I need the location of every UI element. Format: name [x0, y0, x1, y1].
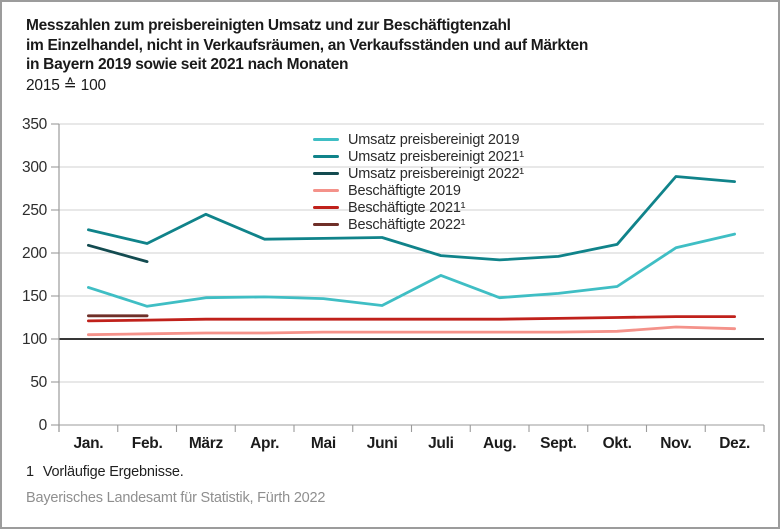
series-line [87, 243, 149, 264]
legend-swatch [313, 155, 339, 158]
source-line: Bayerisches Landesamt für Statistik, Für… [26, 490, 326, 506]
x-axis-label: Juni [367, 435, 398, 452]
x-axis-label: Dez. [719, 435, 750, 452]
y-axis-label: 100 [22, 331, 48, 348]
legend-item: Umsatz preisbereinigt 2021¹ [313, 148, 524, 165]
y-axis-label: 200 [22, 245, 48, 262]
y-axis-label: 350 [22, 116, 48, 133]
legend-item: Beschäftigte 2021¹ [313, 199, 524, 216]
legend-swatch [313, 206, 339, 209]
legend-swatch [313, 138, 339, 141]
series-line [87, 232, 736, 308]
x-axis-label: Sept. [540, 435, 576, 452]
footnote: 1 Vorläufige Ergebnisse. [26, 464, 184, 480]
y-axis-label: 50 [30, 374, 47, 391]
title-block: Messzahlen zum preisbereinigten Umsatz u… [26, 16, 766, 96]
chart-legend: Umsatz preisbereinigt 2019 Umsatz preisbe… [313, 131, 524, 233]
series-line [87, 315, 736, 323]
legend-label: Umsatz preisbereinigt 2021¹ [348, 148, 524, 165]
chart-subtitle: 2015 ≙ 100 [26, 76, 106, 94]
legend-item: Umsatz preisbereinigt 2019 [313, 131, 524, 148]
legend-item: Umsatz preisbereinigt 2022¹ [313, 165, 524, 182]
x-axis-label: März [189, 435, 224, 452]
y-axis-label: 300 [22, 159, 48, 176]
legend-label: Beschäftigte 2022¹ [348, 216, 466, 233]
y-axis-label: 0 [39, 417, 48, 434]
x-axis-label: Aug. [483, 435, 516, 452]
legend-label: Umsatz preisbereinigt 2019 [348, 131, 520, 148]
x-axis-label: Jan. [73, 435, 103, 452]
legend-swatch [313, 172, 339, 175]
x-axis-label: Nov. [660, 435, 691, 452]
x-axis-label: Apr. [250, 435, 279, 452]
y-axis-label: 150 [22, 288, 48, 305]
legend-label: Beschäftigte 2019 [348, 182, 461, 199]
chart-title-line2: im Einzelhandel, nicht in Verkaufsräumen… [26, 36, 589, 54]
y-axis-label: 250 [22, 202, 48, 219]
x-axis-label: Juli [428, 435, 454, 452]
footnote-text: Vorläufige Ergebnisse. [42, 464, 184, 480]
x-axis-label: Mai [311, 435, 336, 452]
footnote-marker: 1 [26, 464, 34, 480]
x-axis-label: Feb. [132, 435, 163, 452]
series-line [87, 325, 736, 337]
legend-item: Beschäftigte 2022¹ [313, 216, 524, 233]
legend-label: Beschäftigte 2021¹ [348, 199, 466, 216]
legend-label: Umsatz preisbereinigt 2022¹ [348, 165, 524, 182]
legend-item: Beschäftigte 2019 [313, 182, 524, 199]
legend-swatch [313, 223, 339, 226]
chart-title-line1: Messzahlen zum preisbereinigten Umsatz u… [26, 17, 511, 34]
series-line [87, 175, 736, 262]
chart-title-line3: in Bayern 2019 sowie seit 2021 nach Mona… [26, 56, 349, 73]
x-axis-label: Okt. [603, 435, 632, 452]
legend-swatch [313, 189, 339, 192]
